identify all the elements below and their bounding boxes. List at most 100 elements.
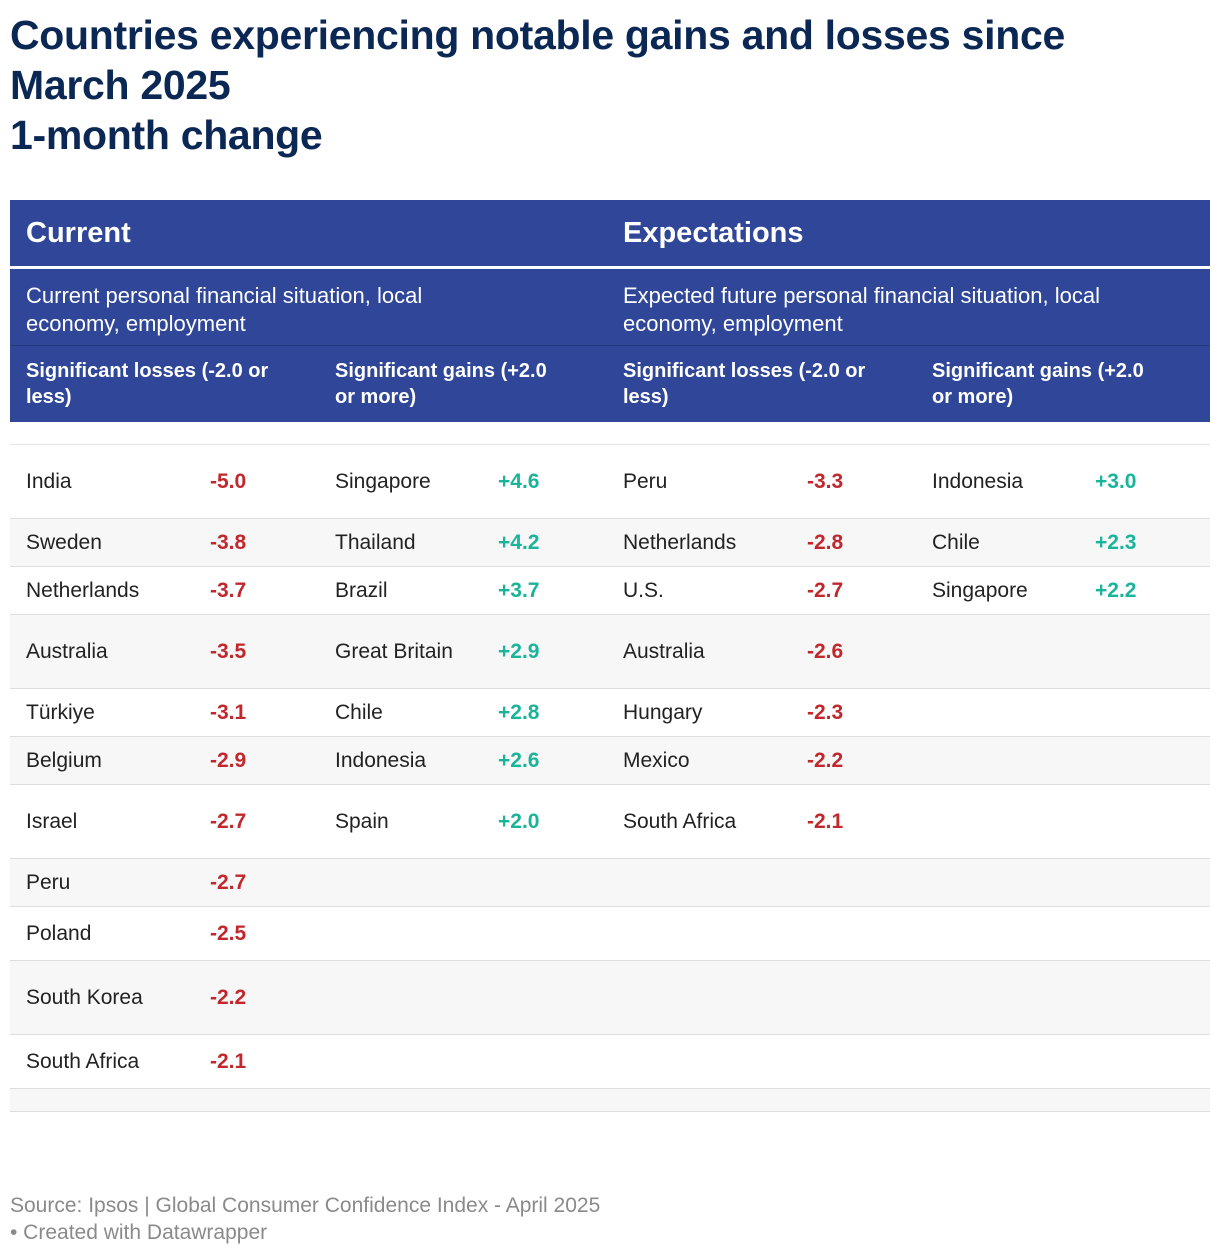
loss-value: -3.7 — [210, 578, 247, 602]
country-name — [932, 1035, 1082, 1088]
source-line: Source: Ipsos | Global Consumer Confiden… — [10, 1194, 601, 1217]
country-name: Mexico — [623, 748, 690, 772]
title-line-2: March 2025 — [10, 62, 231, 108]
loss-value: -2.7 — [210, 870, 247, 894]
country-name: Singapore — [932, 578, 1028, 602]
gain-value: +3.0 — [1095, 469, 1137, 493]
current-description: Current personal financial situation, lo… — [26, 283, 423, 336]
loss-value: -3.1 — [210, 700, 247, 724]
header-group-row: Current Expectations — [10, 200, 1210, 269]
country-name: Peru — [26, 870, 71, 894]
source-note: Source: Ipsos | Global Consumer Confiden… — [10, 1192, 910, 1246]
country-name: Brazil — [335, 578, 388, 602]
country-name: U.S. — [623, 578, 664, 602]
country-name: Thailand — [335, 530, 416, 554]
country-name: South Korea — [26, 985, 143, 1009]
table-footer-spacer — [10, 1089, 1210, 1112]
country-name: Peru — [623, 469, 668, 493]
loss-value: -2.9 — [210, 748, 247, 772]
title-line-1: Countries experiencing notable gains and… — [10, 12, 1065, 58]
gain-value: +4.2 — [498, 530, 540, 554]
gain-value: +2.3 — [1095, 530, 1137, 554]
title-line-3: 1-month change — [10, 112, 323, 158]
country-name — [932, 961, 1082, 1034]
country-name: South Africa — [26, 1049, 140, 1073]
loss-value: -2.7 — [210, 809, 247, 833]
table-header: Current Expectations Current personal fi… — [10, 200, 1210, 422]
expectations-group-label: Expectations — [623, 217, 804, 249]
country-name: Hungary — [623, 700, 703, 724]
table-row: Netherlands -3.7 Brazil +3.7 U.S. -2.7 Singapo… — [10, 567, 1210, 615]
loss-value: -2.1 — [807, 809, 844, 833]
header-description-row: Current personal financial situation, lo… — [10, 269, 1210, 346]
loss-value: -2.1 — [210, 1049, 247, 1073]
country-name: Poland — [26, 921, 92, 945]
country-name: Indonesia — [335, 748, 427, 772]
country-name: Sweden — [26, 530, 102, 554]
country-name: Chile — [932, 530, 980, 554]
loss-value: -3.8 — [210, 530, 247, 554]
gain-value: +2.9 — [498, 639, 540, 663]
table-row: South Africa -2.1 — [10, 1035, 1210, 1089]
table-row: Türkiye -3.1 Chile +2.8 Hungary -2.3 — [10, 689, 1210, 737]
country-name — [623, 907, 793, 960]
country-name — [932, 859, 1082, 906]
loss-value: -5.0 — [210, 469, 247, 493]
table-body: India -5.0 Singapore +4.6 Peru -3.3 Indonesia +… — [10, 445, 1210, 1089]
country-name — [932, 785, 1082, 858]
gain-value: +2.2 — [1095, 578, 1137, 602]
expectations-gains-header: Significant gains (+2.0 or more) — [932, 360, 1144, 408]
country-name — [335, 859, 485, 906]
country-name: Indonesia — [932, 469, 1024, 493]
table-row: Sweden -3.8 Thailand +4.2 Netherlands -2.8 Chi… — [10, 519, 1210, 567]
country-name: Belgium — [26, 748, 102, 772]
loss-value: -3.3 — [807, 469, 844, 493]
country-name: Israel — [26, 809, 78, 833]
country-name: Australia — [26, 639, 108, 663]
expectations-description: Expected future personal financial situa… — [623, 283, 1100, 336]
country-name: Spain — [335, 809, 389, 833]
loss-value: -2.7 — [807, 578, 844, 602]
country-name: Türkiye — [26, 700, 95, 724]
country-name — [932, 689, 1082, 736]
country-name — [335, 1035, 485, 1088]
header-column-row: Significant losses (-2.0 or less) Signif… — [10, 346, 1210, 422]
credit-line: • Created with Datawrapper — [10, 1221, 268, 1244]
current-losses-header: Significant losses (-2.0 or less) — [26, 360, 269, 408]
country-name — [623, 1035, 793, 1088]
current-group-label: Current — [26, 217, 131, 249]
loss-value: -3.5 — [210, 639, 247, 663]
table-row: India -5.0 Singapore +4.6 Peru -3.3 Indonesia +… — [10, 445, 1210, 519]
loss-value: -2.2 — [807, 748, 844, 772]
table-row: Poland -2.5 — [10, 907, 1210, 961]
country-name: Netherlands — [26, 578, 140, 602]
loss-value: -2.5 — [210, 921, 247, 945]
country-name: Great Britain — [335, 639, 453, 663]
country-name: Australia — [623, 639, 705, 663]
country-name: Netherlands — [623, 530, 737, 554]
country-name — [932, 907, 1082, 960]
country-name — [335, 907, 485, 960]
country-name: Singapore — [335, 469, 431, 493]
expectations-losses-header: Significant losses (-2.0 or less) — [623, 360, 866, 408]
gain-value: +2.6 — [498, 748, 540, 772]
data-table: Current Expectations Current personal fi… — [10, 200, 1210, 1112]
gain-value: +2.0 — [498, 809, 540, 833]
table-spacer — [10, 422, 1210, 445]
gain-value: +2.8 — [498, 700, 540, 724]
country-name — [932, 737, 1082, 784]
loss-value: -2.8 — [807, 530, 844, 554]
country-name — [932, 615, 1082, 688]
country-name: Chile — [335, 700, 383, 724]
gain-value: +4.6 — [498, 469, 540, 493]
table-row: Israel -2.7 Spain +2.0 South Africa -2.1 — [10, 785, 1210, 859]
loss-value: -2.3 — [807, 700, 844, 724]
country-name: India — [26, 469, 72, 493]
table-row: South Korea -2.2 — [10, 961, 1210, 1035]
loss-value: -2.6 — [807, 639, 844, 663]
country-name: South Africa — [623, 809, 737, 833]
country-name — [623, 961, 793, 1034]
chart-title: Countries experiencing notable gains and… — [10, 10, 1200, 160]
table-row: Australia -3.5 Great Britain +2.9 Australia -… — [10, 615, 1210, 689]
loss-value: -2.2 — [210, 985, 247, 1009]
